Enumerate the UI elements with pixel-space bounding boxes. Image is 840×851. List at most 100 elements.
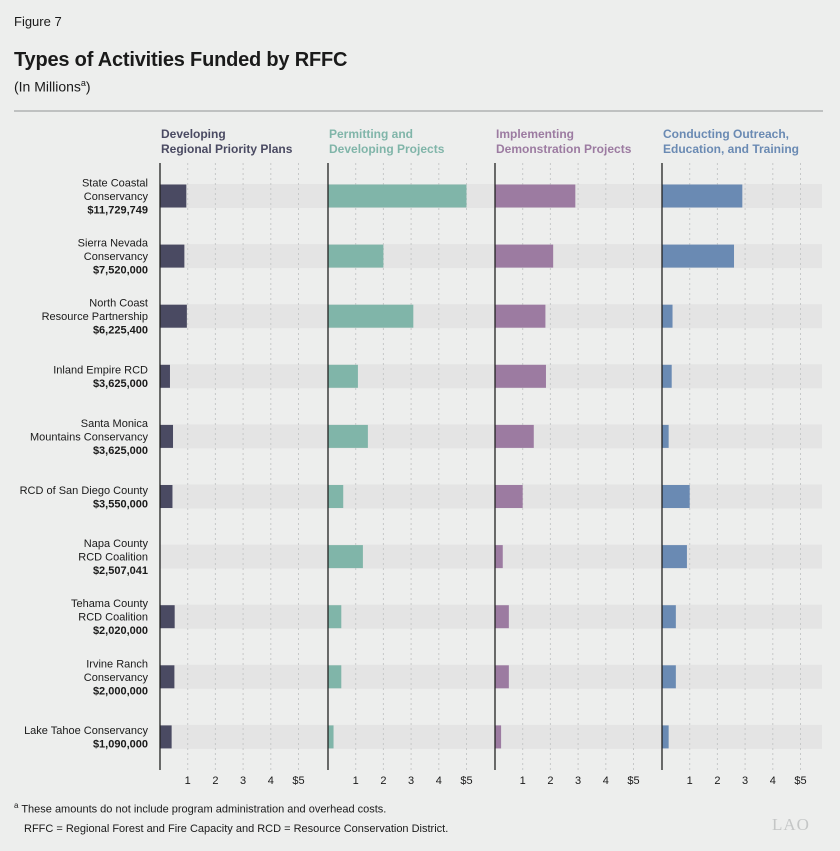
series-header: Developing xyxy=(161,127,226,141)
bar xyxy=(662,665,676,689)
category-label: Resource Partnership xyxy=(42,311,148,323)
x-tick-label: 2 xyxy=(212,775,218,787)
row-band xyxy=(160,304,822,329)
bar xyxy=(328,665,342,689)
bar xyxy=(495,184,576,208)
x-tick-label: $5 xyxy=(627,775,639,787)
bar xyxy=(662,184,743,208)
x-tick-label: 1 xyxy=(687,775,693,787)
category-total: $1,090,000 xyxy=(93,739,148,751)
bar xyxy=(160,184,187,208)
category-label: Inland Empire RCD xyxy=(53,365,148,377)
series-header: Demonstration Projects xyxy=(496,142,632,156)
category-label: Conservancy xyxy=(84,672,149,684)
category-label: Sierra Nevada xyxy=(78,238,149,250)
figure-label: Figure 7 xyxy=(14,14,62,29)
category-total: $3,625,000 xyxy=(93,378,148,390)
bar xyxy=(160,364,170,388)
row-band xyxy=(160,544,822,569)
row-band xyxy=(160,724,822,749)
bar xyxy=(160,424,174,448)
category-total: $2,000,000 xyxy=(93,685,148,697)
bar xyxy=(662,605,676,629)
bar xyxy=(495,244,554,268)
x-tick-label: 4 xyxy=(770,775,776,787)
category-label: Conservancy xyxy=(84,191,149,203)
bar xyxy=(662,485,690,508)
x-tick-label: $5 xyxy=(460,775,472,787)
chart-title: Types of Activities Funded by RFFC xyxy=(14,49,348,71)
x-tick-label: 4 xyxy=(436,775,442,787)
bar xyxy=(328,364,358,388)
category-label: Napa County xyxy=(84,538,149,550)
category-total: $7,520,000 xyxy=(93,265,148,277)
category-label: North Coast xyxy=(89,298,148,310)
series-header: Education, and Training xyxy=(663,142,799,156)
bar xyxy=(160,665,175,689)
bar xyxy=(495,304,546,328)
bar xyxy=(495,545,503,569)
subtitle-footnote-marker: a xyxy=(80,78,86,88)
bar xyxy=(495,665,509,689)
category-total: $6,225,400 xyxy=(93,325,148,337)
x-tick-label: 2 xyxy=(547,775,553,787)
bar xyxy=(328,244,384,268)
category-total: $2,020,000 xyxy=(93,625,148,637)
bar xyxy=(662,725,669,749)
footnote-a: a These amounts do not include program a… xyxy=(14,801,386,816)
row-band xyxy=(160,364,822,389)
x-tick-label: 1 xyxy=(520,775,526,787)
bar xyxy=(160,304,187,328)
x-tick-label: $5 xyxy=(794,775,806,787)
x-tick-label: 4 xyxy=(603,775,609,787)
series-header: Permitting and xyxy=(329,127,413,141)
footnote-a-text: These amounts do not include program adm… xyxy=(21,803,387,816)
x-tick-label: 3 xyxy=(742,775,748,787)
bar xyxy=(160,725,172,749)
bar xyxy=(495,485,523,508)
x-tick-label: 1 xyxy=(353,775,359,787)
series-header: Developing Projects xyxy=(329,142,445,156)
bar xyxy=(662,364,672,388)
bar xyxy=(160,605,175,629)
bar xyxy=(160,244,185,268)
category-total: $11,729,749 xyxy=(87,205,148,217)
category-total: $3,550,000 xyxy=(93,498,148,510)
bar xyxy=(495,424,534,448)
bar xyxy=(495,364,546,388)
category-label: RCD Coalition xyxy=(78,552,148,564)
x-tick-label: 2 xyxy=(380,775,386,787)
category-label: Tehama County xyxy=(71,598,149,610)
category-label: State Coastal xyxy=(82,178,148,190)
series-header: Regional Priority Plans xyxy=(161,142,293,156)
footnote-marker: a xyxy=(14,801,19,810)
bar xyxy=(328,725,334,749)
category-total: $3,625,000 xyxy=(93,445,148,457)
series-header: Conducting Outreach, xyxy=(663,127,789,141)
bar xyxy=(662,304,673,328)
series-header: Implementing xyxy=(496,127,574,141)
footnote-b: RFFC = Regional Forest and Fire Capacity… xyxy=(24,823,449,835)
category-total: $2,507,041 xyxy=(93,565,148,577)
chart-subtitle: (In Millionsa) xyxy=(14,78,91,95)
bar xyxy=(328,184,467,208)
bar xyxy=(160,485,173,508)
bar xyxy=(328,304,414,328)
subtitle-close: ) xyxy=(85,78,91,95)
category-label: RCD of San Diego County xyxy=(20,485,149,497)
x-tick-label: 3 xyxy=(240,775,246,787)
x-tick-label: 1 xyxy=(185,775,191,787)
bar xyxy=(328,605,342,629)
lao-logo: LAO xyxy=(772,815,810,834)
category-label: Mountains Conservancy xyxy=(30,431,149,443)
row-band xyxy=(160,424,822,449)
bar xyxy=(662,545,687,569)
bar xyxy=(328,485,344,508)
category-label: Conservancy xyxy=(84,251,149,263)
x-tick-label: 3 xyxy=(408,775,414,787)
bar xyxy=(495,725,502,749)
subtitle-text: (In Millions xyxy=(14,78,81,95)
title-divider xyxy=(14,110,823,112)
bar xyxy=(328,424,368,448)
category-label: Santa Monica xyxy=(81,418,149,430)
